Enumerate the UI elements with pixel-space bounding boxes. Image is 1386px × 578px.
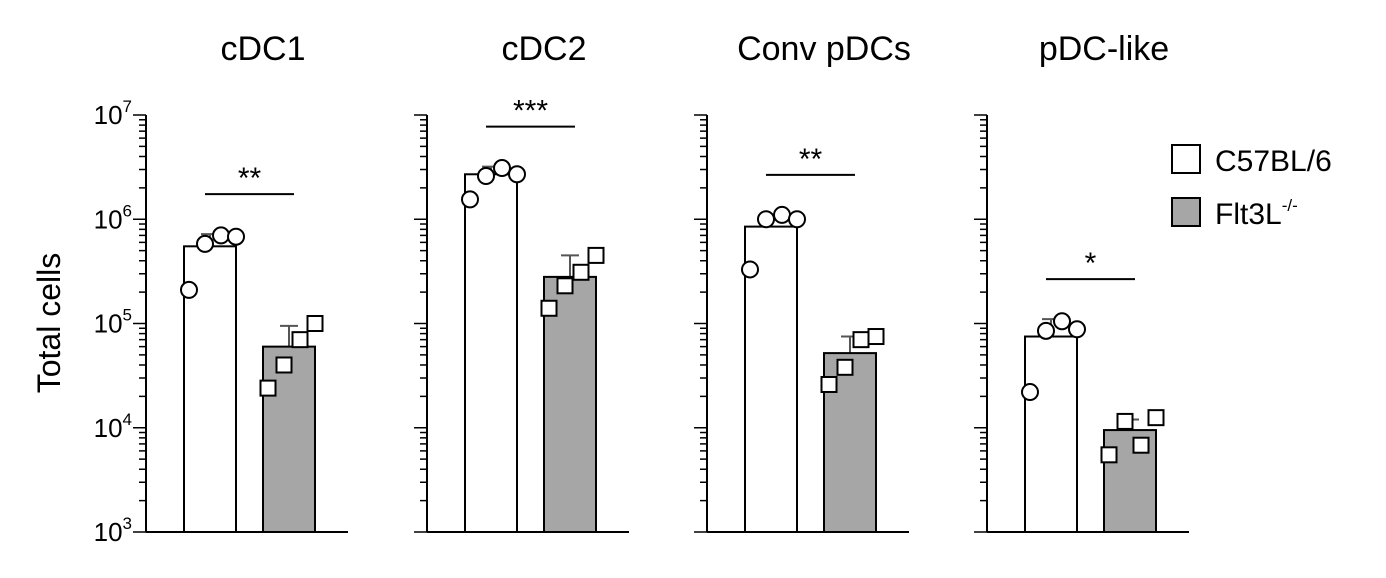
significance-label: * xyxy=(1085,247,1097,280)
y-tick-label: 103 xyxy=(94,514,132,547)
y-tick-base: 10 xyxy=(94,413,123,443)
significance-label: ** xyxy=(799,143,823,176)
data-point xyxy=(212,226,230,245)
panel-4: pDC-like * xyxy=(974,30,1189,534)
bar-flt3l xyxy=(262,345,316,534)
data-point xyxy=(741,260,759,279)
bar-c57bl6 xyxy=(464,173,518,533)
legend: C57BL/6 Flt3L-/- xyxy=(1171,144,1332,231)
data-point xyxy=(1116,412,1134,430)
bar-flt3l xyxy=(543,275,597,534)
data-point xyxy=(757,210,775,229)
panel-2: cDC2 *** xyxy=(414,30,629,534)
data-point xyxy=(1053,312,1071,331)
panel-title: cDC1 xyxy=(220,30,305,68)
y-tick-label: 104 xyxy=(94,410,132,443)
legend-swatch-flt3l xyxy=(1171,197,1201,227)
y-tick-label: 107 xyxy=(94,97,132,130)
data-point xyxy=(852,331,870,349)
data-point xyxy=(1100,446,1118,464)
data-point xyxy=(493,159,511,178)
data-point xyxy=(227,227,245,246)
data-point xyxy=(1037,321,1055,340)
significance-label: ** xyxy=(238,162,262,195)
data-point xyxy=(477,166,495,185)
panel-3: Conv pDCs ** xyxy=(694,30,911,534)
y-tick-base: 10 xyxy=(94,309,123,339)
y-tick-exp: 5 xyxy=(123,306,132,325)
legend-swatch-c57bl6 xyxy=(1171,144,1201,174)
data-point xyxy=(867,328,885,346)
data-point xyxy=(788,210,806,229)
data-point xyxy=(572,263,590,281)
legend-label-flt3l-sup: -/- xyxy=(1282,196,1298,215)
y-tick-exp: 4 xyxy=(123,410,132,429)
legend-label-c57bl6: C57BL/6 xyxy=(1215,145,1332,178)
data-point xyxy=(1068,320,1086,339)
y-tick-exp: 6 xyxy=(123,201,132,220)
y-tick-label: 105 xyxy=(94,306,132,339)
data-point xyxy=(259,379,277,397)
data-point xyxy=(1132,436,1150,454)
data-point xyxy=(275,356,293,374)
data-point xyxy=(540,299,558,317)
panel-title: cDC2 xyxy=(501,30,586,68)
data-point xyxy=(180,280,198,299)
data-point xyxy=(508,165,526,184)
panel-title: Conv pDCs xyxy=(737,30,911,68)
y-tick-base: 10 xyxy=(94,100,123,130)
data-point xyxy=(461,190,479,209)
y-tick-exp: 3 xyxy=(123,514,132,533)
data-point xyxy=(836,358,854,376)
legend-label-flt3l-text: Flt3L xyxy=(1215,198,1282,231)
data-point xyxy=(556,277,574,295)
data-point xyxy=(1021,383,1039,402)
data-point xyxy=(291,331,309,349)
panel-title: pDC-like xyxy=(1039,30,1169,68)
significance-label: *** xyxy=(513,95,548,128)
y-tick-exp: 7 xyxy=(123,97,132,116)
legend-label-flt3l: Flt3L-/- xyxy=(1215,196,1298,231)
y-tick-base: 10 xyxy=(94,517,123,547)
data-point xyxy=(587,246,605,264)
data-point xyxy=(1147,409,1165,427)
y-tick-base: 10 xyxy=(94,204,123,234)
bar-c57bl6 xyxy=(1024,335,1078,534)
y-tick-label: 106 xyxy=(94,201,132,234)
data-point xyxy=(196,234,214,253)
data-point xyxy=(306,315,324,332)
data-point xyxy=(820,375,838,393)
data-point xyxy=(773,205,791,224)
y-axis-label: Total cells xyxy=(31,253,67,394)
